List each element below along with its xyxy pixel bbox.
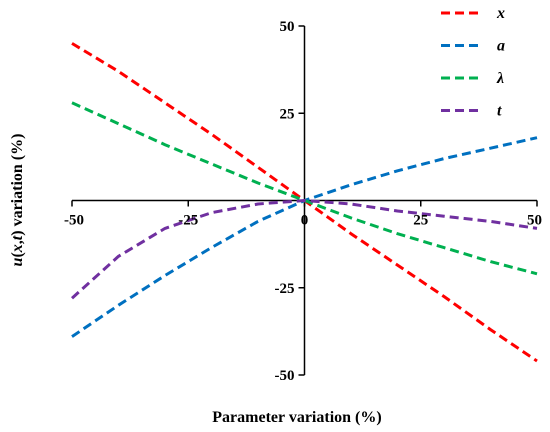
data-point [257, 182, 260, 185]
y-tick-label: -50 [275, 368, 295, 384]
data-point [443, 295, 446, 298]
data-point [350, 232, 353, 235]
y-axis-title-part: u [9, 257, 26, 266]
x-tick-label: 50 [527, 213, 542, 229]
data-point [210, 246, 213, 249]
data-point [71, 42, 74, 45]
data-point [396, 232, 399, 235]
x-axis-title: Parameter variation (%) [212, 409, 381, 426]
data-point [117, 70, 120, 73]
y-axis-title-part: ) variation (%) [9, 134, 26, 236]
legend-label: t [497, 103, 502, 120]
data-point [489, 147, 492, 150]
data-point [71, 101, 74, 104]
data-point [443, 157, 446, 160]
y-axis-title-part: t [9, 235, 26, 240]
y-axis-title-part: x [9, 244, 26, 253]
series-line [70, 199, 538, 300]
tick-labels: -50 -25 0 25 50 -50 -25 25 50 [64, 19, 542, 384]
data-point [443, 246, 446, 249]
data-point [164, 274, 167, 277]
data-point [536, 360, 539, 363]
x-tick-label: -25 [178, 213, 198, 229]
data-point [164, 143, 167, 146]
legend-label: λ [496, 70, 504, 87]
data-point [396, 169, 399, 172]
y-tick-label: 50 [280, 19, 295, 35]
data-point [117, 122, 120, 125]
data-point [396, 264, 399, 267]
data-point [443, 215, 446, 218]
data-point [489, 260, 492, 263]
data-point [396, 210, 399, 213]
data-point [210, 162, 213, 165]
data-point [117, 304, 120, 307]
data-point [350, 183, 353, 186]
y-axis-title-part: , [9, 240, 26, 244]
data-point [257, 203, 260, 206]
x-tick-label: -50 [64, 213, 84, 229]
data-point [71, 335, 74, 338]
data-point [489, 220, 492, 223]
x-tick-label: 25 [413, 213, 428, 229]
data-point [350, 216, 353, 219]
data-point [210, 133, 213, 136]
data-point [489, 328, 492, 331]
y-tick-label: 25 [280, 106, 295, 122]
series-layer [70, 42, 539, 363]
data-point [117, 255, 120, 258]
y-axis-title-part: ( [9, 252, 26, 257]
data-point [210, 211, 213, 214]
data-point [71, 297, 74, 300]
data-point [164, 227, 167, 230]
legend-label: x [496, 5, 505, 22]
series-3 [70, 199, 538, 300]
legend-label: a [497, 38, 505, 55]
data-point [164, 101, 167, 104]
data-point [350, 203, 353, 206]
data-point [257, 220, 260, 223]
y-tick-label: -25 [275, 281, 295, 297]
y-axis-title: u(x,t) variation (%) [9, 134, 26, 267]
data-point [536, 136, 539, 139]
data-point [303, 199, 306, 202]
data-point [257, 166, 260, 169]
data-point [536, 272, 539, 275]
x-tick-label: 0 [301, 213, 309, 229]
